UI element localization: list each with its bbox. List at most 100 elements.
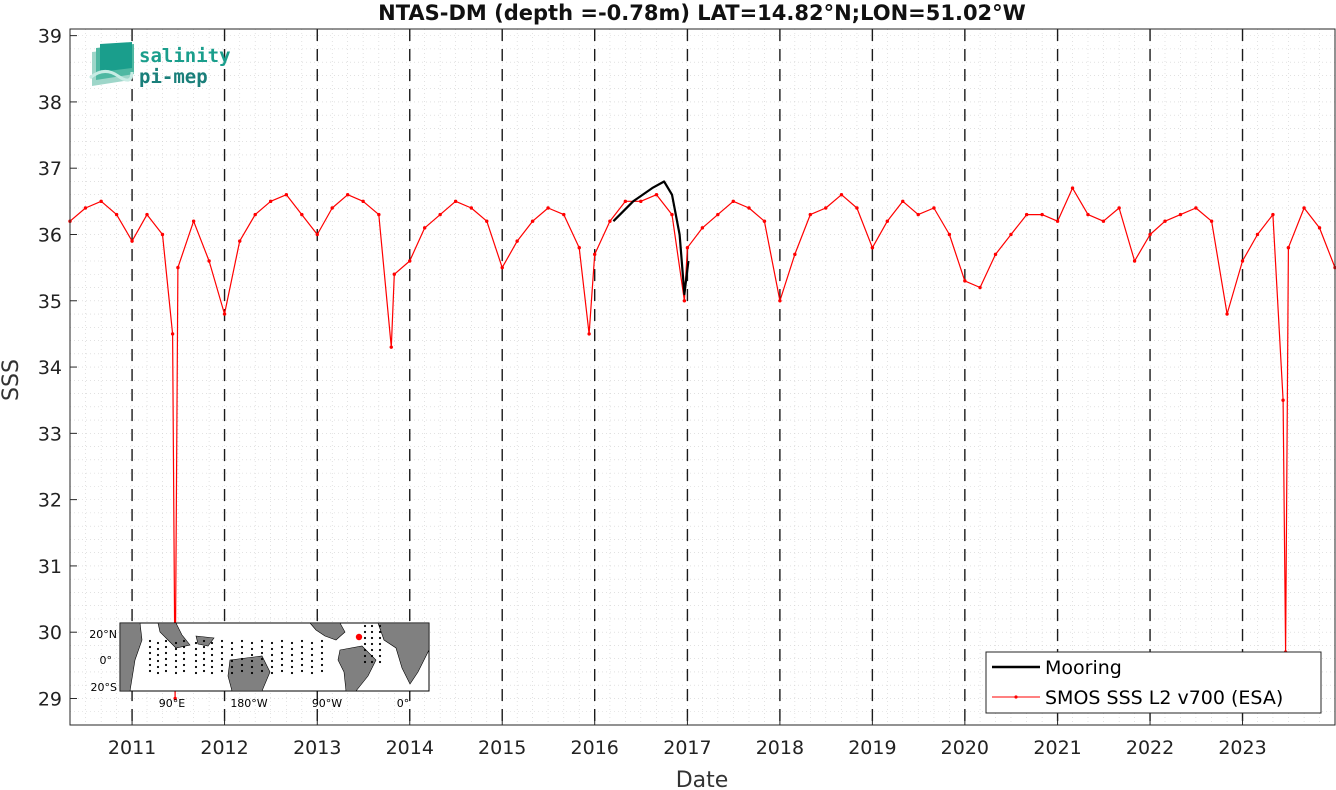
inset-array-dot [270,653,274,657]
inset-array-dot [370,636,374,640]
inset-array-dot [290,671,294,675]
data-point-smos [207,259,211,263]
data-point-smos [885,219,890,223]
data-point-smos [901,199,905,204]
data-point-smos [485,219,489,223]
data-point-smos [778,299,782,303]
data-point-smos [345,193,350,197]
inset-location-map: 20°N 0° 20°S 90°E 180°W 90°W 0° [89,622,430,710]
y-tick-label: 31 [38,556,62,578]
inset-array-dot [378,630,382,634]
inset-array-dot [290,659,294,663]
data-point-smos [1281,398,1285,402]
inset-array-dot [300,663,304,667]
data-point-smos [389,345,393,349]
inset-array-dot [363,624,367,628]
inset-array-dot [250,665,254,669]
inset-land [119,622,430,692]
data-point-smos [546,206,550,210]
inset-array-dot [280,657,284,661]
data-point-smos [839,193,844,197]
inset-array-dot [280,651,284,655]
year-boundary-lines [131,29,1244,725]
inset-array-dot [290,647,294,651]
inset-array-dot [182,663,186,667]
data-point-smos [1271,212,1275,217]
inset-array-dot [174,647,178,651]
x-axis-label: Date [676,768,729,790]
logo-line1: salinity [139,45,231,67]
data-point-smos [654,193,659,197]
salinity-pi-mep-logo: salinity pi-mep [89,42,231,88]
legend-label-smos: SMOS SSS L2 v700 (ESA) [1045,687,1283,709]
inset-array-dot [240,663,244,667]
inset-array-dot [280,639,284,643]
inset-array-dot [156,647,160,651]
y-tick-label: 36 [38,224,62,246]
data-point-smos [685,246,690,250]
x-tick-label: 2015 [478,737,526,759]
x-tick-label: 2016 [571,737,619,759]
data-point-smos [160,232,165,237]
series-layer [68,180,1336,701]
data-point-smos [99,199,103,204]
y-tick-label: 29 [38,688,62,710]
inset-array-dot [202,639,206,643]
data-point-smos [300,212,304,217]
inset-array-dot [260,657,264,661]
inset-array-dot [363,630,367,634]
data-point-smos [1225,312,1229,316]
data-point-smos [623,199,628,204]
inset-array-dot [363,654,367,658]
logo-wave-icon [89,42,134,86]
inset-array-dot [148,639,152,643]
x-tick-label: 2017 [663,737,711,759]
data-point-smos [1240,259,1245,263]
inset-array-dot [280,645,284,649]
inset-array-dot [156,653,160,657]
data-point-smos [330,206,334,210]
y-tick-label: 30 [38,622,62,644]
inset-array-dot [250,647,254,651]
x-tick-label: 2013 [293,737,341,759]
y-tick-label: 33 [38,423,62,445]
data-point-smos [173,696,177,701]
inset-array-dot [270,671,274,675]
y-tick-label: 39 [38,26,62,48]
series-line-mooring [612,180,690,296]
inset-array-dot [202,669,206,673]
inset-array-dot [182,669,186,673]
data-point-smos [1178,212,1183,217]
inset-array-dot [230,647,234,651]
inset-ytick-20s: 20°S [91,681,117,694]
inset-array-dot [290,665,294,669]
x-axis-ticks: 2011 2012 2013 2014 2015 2016 2017 2018 2019 2020… [108,718,1267,759]
data-point-smos [978,285,982,290]
inset-array-dot [310,671,314,675]
legend: Mooring SMOS SSS L2 v700 (ESA) [985,651,1322,714]
inset-array-dot [363,660,367,664]
data-point-smos [793,252,797,257]
data-point-smos [114,212,119,217]
data-point-smos [731,199,735,204]
inset-array-dot [310,653,314,657]
inset-array-dot [370,630,374,634]
inset-array-dot [310,665,314,669]
inset-array-dot [202,645,206,649]
inset-array-dot [174,659,178,663]
inset-array-dot [220,657,224,661]
inset-array-dot [370,654,374,658]
data-point-smos [1055,219,1060,223]
data-point-smos [1163,219,1167,223]
data-point-smos [253,212,257,217]
inset-array-dot [310,647,314,651]
inset-array-dot [220,663,224,667]
inset-array-dot [320,651,324,655]
inset-array-dot [370,648,374,652]
inset-array-dot [164,651,168,655]
inset-array-dot [378,660,382,664]
inset-array-dot [174,641,178,645]
inset-array-dot [210,671,214,675]
data-point-smos [855,206,859,210]
inset-array-dot [300,657,304,661]
